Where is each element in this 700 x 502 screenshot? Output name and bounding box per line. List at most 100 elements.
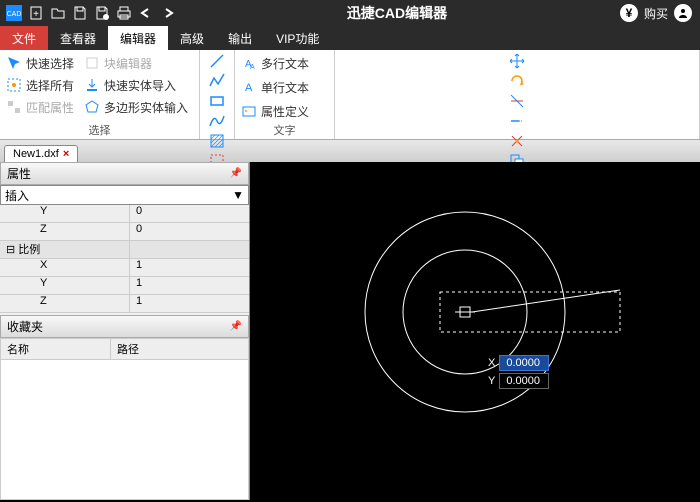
polyline-icon[interactable] (206, 72, 228, 90)
svg-text:CAD: CAD (7, 11, 22, 18)
ribbon-group-draw: 绘制 (200, 50, 235, 139)
pin-icon[interactable]: 📌 (230, 168, 242, 179)
match-props-label: 匹配属性 (26, 99, 74, 116)
coord-x-label: X (488, 357, 495, 369)
new-icon[interactable]: + (26, 3, 46, 23)
prop-row[interactable]: Z1 (0, 295, 249, 313)
favorites-header: 收藏夹 📌 (0, 315, 249, 338)
prop-val[interactable]: 0 (130, 223, 249, 240)
rotate-icon[interactable] (341, 72, 693, 90)
prop-val[interactable]: 1 (130, 295, 249, 312)
tab-editor[interactable]: 编辑器 (108, 26, 168, 50)
pin-icon[interactable]: 📌 (230, 321, 242, 332)
select-all-label: 选择所有 (26, 77, 74, 94)
saveas-icon[interactable] (92, 3, 112, 23)
properties-title: 属性 (7, 165, 31, 182)
tab-file[interactable]: 文件 (0, 26, 48, 50)
svg-text:A: A (245, 82, 253, 94)
extend-icon[interactable] (341, 112, 693, 130)
left-panel: 属性 📌 插入 ▼ Y0 Z0 ⊟ 比例 X1 Y1 Z1 收藏夹 📌 名称 路… (0, 162, 250, 500)
prop-row[interactable]: Z0 (0, 223, 249, 241)
attrdef-button[interactable]: 属性定义 (241, 100, 328, 122)
block-editor-button: 块编辑器 (84, 52, 188, 74)
stext-button[interactable]: A 单行文本 (241, 76, 328, 98)
coord-x-input[interactable]: 0.0000 (499, 355, 549, 371)
select-all-button[interactable]: 选择所有 (6, 74, 74, 96)
prop-row[interactable]: X1 (0, 259, 249, 277)
favorites-body (0, 360, 249, 500)
favorites-title: 收藏夹 (7, 318, 43, 335)
fast-import-label: 快速实体导入 (104, 77, 176, 94)
ribbon: 快速选择 选择所有 匹配属性 块编辑器 快速实体导入 多边形实体输入 选择 (0, 50, 700, 140)
title-bar: CAD + 迅捷CAD编辑器 ¥ 购买 (0, 0, 700, 26)
fast-import-button[interactable]: 快速实体导入 (84, 74, 188, 96)
coord-y-label: Y (488, 375, 495, 387)
trim-icon[interactable] (341, 92, 693, 110)
prop-val[interactable]: 1 (130, 277, 249, 294)
quick-select-button[interactable]: 快速选择 (6, 52, 74, 74)
move-icon[interactable] (341, 52, 693, 70)
quick-access-toolbar: CAD + (0, 3, 182, 23)
prop-val[interactable]: 1 (130, 259, 249, 276)
tab-advanced[interactable]: 高级 (168, 26, 216, 50)
prop-row[interactable]: Y1 (0, 277, 249, 295)
line-icon[interactable] (206, 52, 228, 70)
poly-input-button[interactable]: 多边形实体输入 (84, 96, 188, 118)
quick-select-label: 快速选择 (26, 55, 74, 72)
close-icon[interactable]: × (63, 148, 69, 160)
ribbon-select-label: 选择 (6, 122, 193, 139)
coord-y-input[interactable]: 0.0000 (499, 373, 549, 389)
prop-val[interactable]: 0 (130, 205, 249, 222)
prop-key: Z (0, 295, 130, 312)
tab-output[interactable]: 输出 (216, 26, 264, 50)
document-tab-label: New1.dxf (13, 148, 59, 160)
match-props-button: 匹配属性 (6, 96, 74, 118)
combo-value: 插入 (5, 187, 29, 204)
spline-icon[interactable] (206, 112, 228, 130)
ribbon-group-text: A A 多行文本 A 单行文本 属性定义 文字 (235, 50, 335, 139)
main-area: 属性 📌 插入 ▼ Y0 Z0 ⊟ 比例 X1 Y1 Z1 收藏夹 📌 名称 路… (0, 162, 700, 500)
properties-header: 属性 📌 (0, 162, 249, 185)
mtext-label: 多行文本 (261, 55, 309, 72)
prop-row[interactable]: Y0 (0, 205, 249, 223)
prop-key: X (0, 259, 130, 276)
ribbon-text-label: 文字 (241, 122, 328, 139)
svg-text:A: A (250, 64, 255, 71)
ribbon-group-tools: 工具 (335, 50, 700, 139)
explode-icon[interactable] (341, 132, 693, 150)
app-title: 迅捷CAD编辑器 (182, 3, 612, 23)
selection-combo[interactable]: 插入 ▼ (0, 185, 249, 205)
prop-key: Z (0, 223, 130, 240)
save-icon[interactable] (70, 3, 90, 23)
app-icon: CAD (4, 3, 24, 23)
user-icon[interactable] (674, 4, 692, 22)
tab-viewer[interactable]: 查看器 (48, 26, 108, 50)
ribbon-group-select: 快速选择 选择所有 匹配属性 块编辑器 快速实体导入 多边形实体输入 选择 (0, 50, 200, 139)
prop-key: Y (0, 277, 130, 294)
buy-link[interactable]: 购买 (644, 5, 668, 22)
undo-icon[interactable] (136, 3, 156, 23)
stext-label: 单行文本 (261, 79, 309, 96)
hatch-icon[interactable] (206, 132, 228, 150)
prop-group-scale[interactable]: ⊟ 比例 (0, 241, 249, 259)
canvas-svg (250, 162, 700, 502)
tab-vip[interactable]: VIP功能 (264, 26, 331, 50)
block-editor-label: 块编辑器 (104, 55, 152, 72)
open-icon[interactable] (48, 3, 68, 23)
titlebar-right: ¥ 购买 (612, 4, 700, 22)
favorites-columns: 名称 路径 (0, 338, 249, 360)
print-icon[interactable] (114, 3, 134, 23)
menu-bar: 文件 查看器 编辑器 高级 输出 VIP功能 (0, 26, 700, 50)
rect-icon[interactable] (206, 92, 228, 110)
group-label: 比例 (18, 244, 40, 256)
currency-icon[interactable]: ¥ (620, 4, 638, 22)
mtext-button[interactable]: AA多行文本 (241, 52, 328, 74)
poly-input-label: 多边形实体输入 (104, 99, 188, 116)
redo-icon[interactable] (158, 3, 178, 23)
document-tab[interactable]: New1.dxf × (4, 145, 78, 162)
prop-key: Y (0, 205, 130, 222)
drawing-canvas[interactable]: X 0.0000 Y 0.0000 (250, 162, 700, 500)
coordinate-input: X 0.0000 Y 0.0000 (488, 355, 549, 391)
col-name[interactable]: 名称 (1, 339, 111, 359)
col-path[interactable]: 路径 (111, 339, 145, 359)
